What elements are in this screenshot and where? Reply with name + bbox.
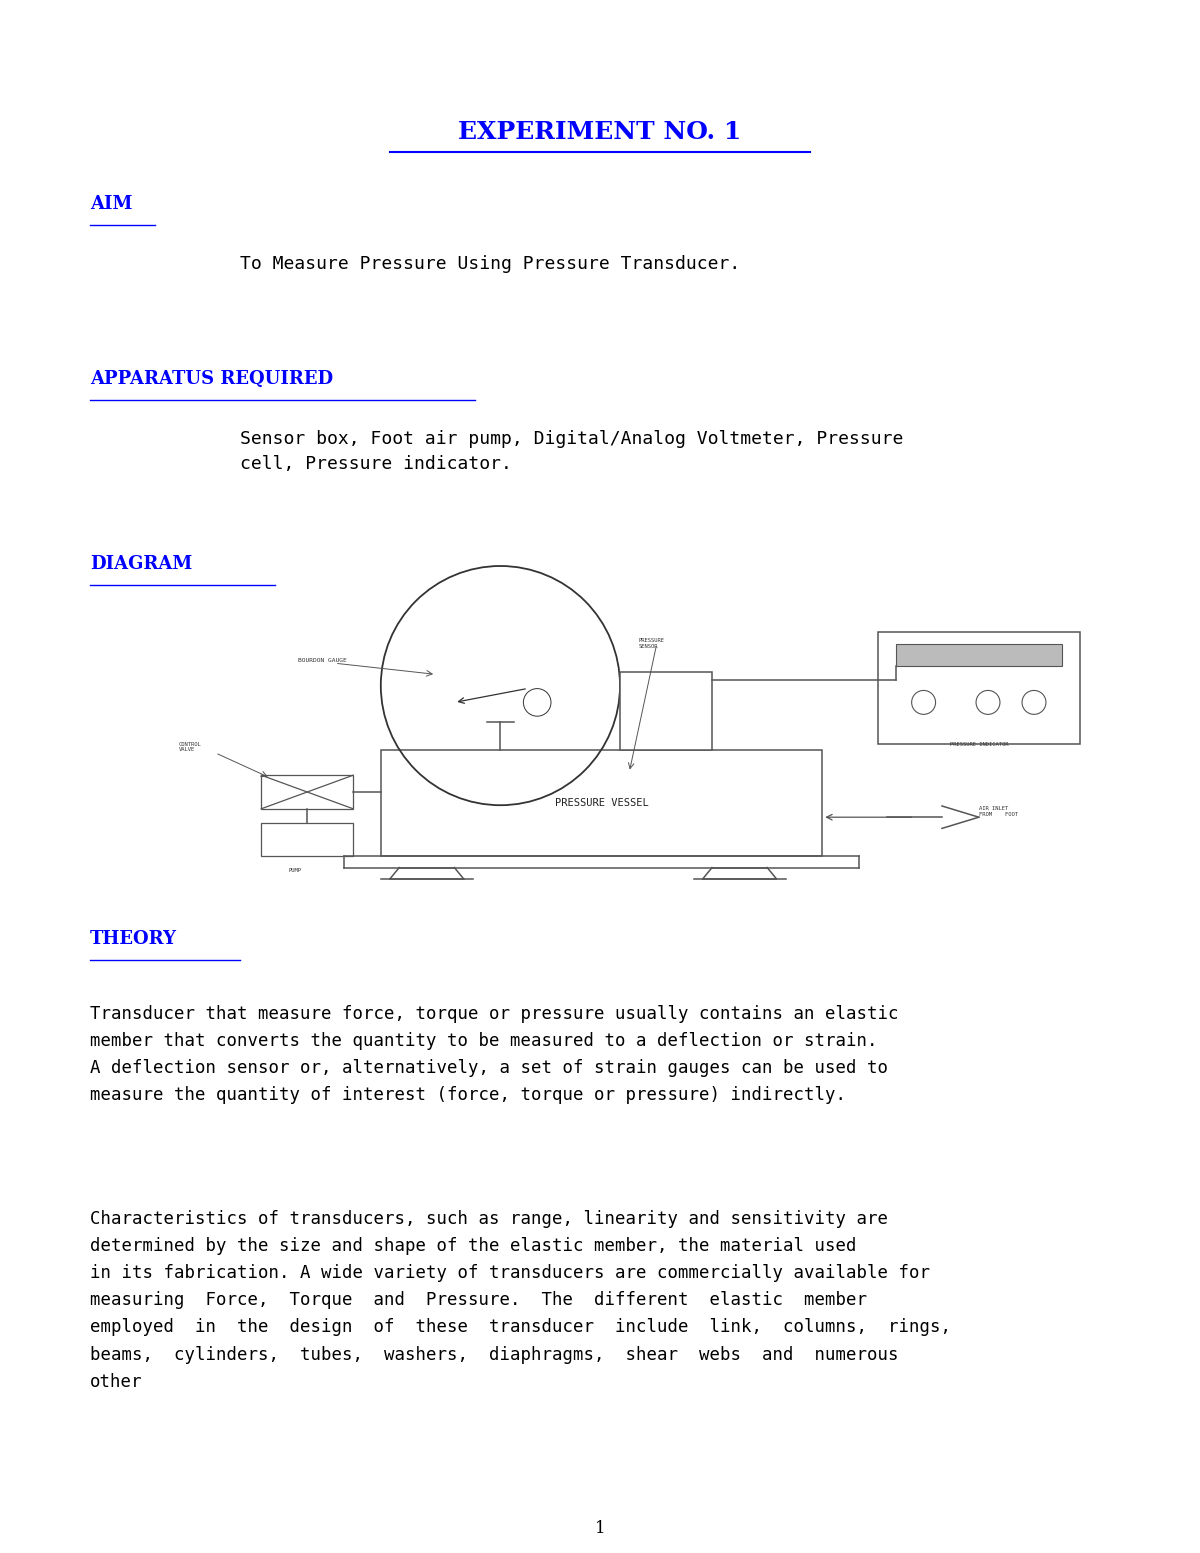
Text: APPARATUS REQUIRED: APPARATUS REQUIRED — [90, 370, 334, 388]
Text: DIAGRAM: DIAGRAM — [90, 554, 192, 573]
Text: 1: 1 — [595, 1520, 605, 1537]
Bar — [620, 671, 712, 750]
Text: PRESSURE
SENSOR: PRESSURE SENSOR — [638, 638, 665, 649]
Text: PUMP: PUMP — [289, 868, 302, 873]
Bar — [262, 823, 353, 856]
Text: Characteristics of transducers, such as range, linearity and sensitivity are
det: Characteristics of transducers, such as … — [90, 1210, 952, 1390]
Bar — [877, 632, 1080, 744]
Text: Sensor box, Foot air pump, Digital/Analog Voltmeter, Pressure
cell, Pressure ind: Sensor box, Foot air pump, Digital/Analo… — [240, 430, 904, 474]
Text: To Measure Pressure Using Pressure Transducer.: To Measure Pressure Using Pressure Trans… — [240, 255, 740, 273]
Text: CONTROL
VALVE: CONTROL VALVE — [179, 742, 202, 752]
Text: PRESSURE INDICATOR: PRESSURE INDICATOR — [949, 742, 1008, 747]
Text: AIM: AIM — [90, 196, 132, 213]
Text: PRESSURE VESSEL: PRESSURE VESSEL — [554, 798, 648, 808]
Text: THEORY: THEORY — [90, 930, 178, 947]
Text: AIR INLET
FROM    FOOT: AIR INLET FROM FOOT — [979, 806, 1018, 817]
Bar — [380, 750, 822, 856]
Bar — [896, 643, 1062, 666]
Text: Transducer that measure force, torque or pressure usually contains an elastic
me: Transducer that measure force, torque or… — [90, 1005, 899, 1104]
Text: EXPERIMENT NO. 1: EXPERIMENT NO. 1 — [458, 120, 742, 144]
Bar — [262, 775, 353, 809]
Text: BOURDON GAUGE: BOURDON GAUGE — [298, 657, 347, 663]
